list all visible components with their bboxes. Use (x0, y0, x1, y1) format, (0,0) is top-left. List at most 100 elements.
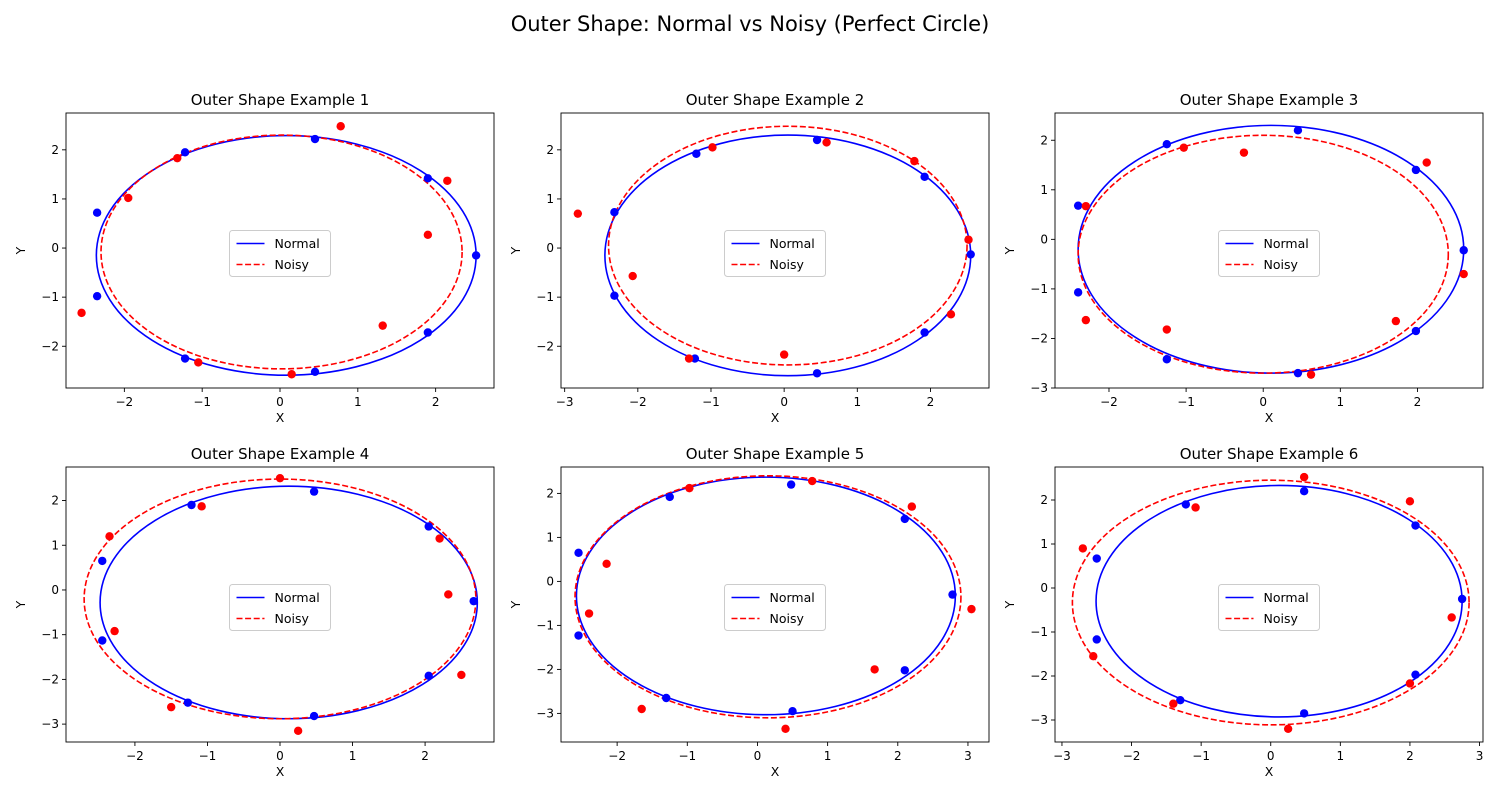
point-noisy (275, 473, 285, 483)
y-tick-label: 2 (546, 143, 554, 157)
legend-label-noisy: Noisy (770, 611, 805, 626)
y-tick-label: −2 (1030, 331, 1048, 345)
point-noisy (105, 532, 114, 541)
point-normal (1073, 288, 1083, 297)
point-normal (310, 134, 320, 144)
x-tick-label: 1 (1337, 395, 1345, 409)
point-noisy (173, 153, 182, 163)
curve-noisy (574, 474, 962, 719)
y-tick-label: 2 (51, 494, 59, 508)
legend: Normal Noisy (229, 584, 331, 631)
point-noisy (807, 476, 817, 486)
point-noisy (1459, 269, 1468, 279)
y-tick-label: −3 (1030, 381, 1048, 395)
point-normal (920, 172, 929, 182)
x-tick-label: 2 (432, 395, 440, 409)
x-tick-label: 0 (276, 749, 284, 763)
x-tick-label: 2 (894, 749, 902, 763)
legend: Normal Noisy (1218, 230, 1320, 277)
x-tick-label: −2 (1123, 749, 1141, 763)
subplot-4: Outer Shape Example 4 −2 −1 0 1 2 −3 −2 −1 0 1 2 X Y N… (13, 445, 495, 779)
y-tick-label: 0 (51, 583, 59, 597)
point-normal (424, 671, 433, 681)
point-noisy (1405, 497, 1415, 506)
point-noisy (1162, 325, 1172, 334)
point-noisy (124, 193, 133, 203)
point-noisy (1089, 652, 1098, 661)
subplot-title: Outer Shape Example 2 (686, 91, 864, 109)
point-noisy (336, 122, 345, 131)
y-tick-label: 2 (51, 143, 59, 157)
point-noisy (910, 156, 919, 166)
point-noisy (1078, 544, 1088, 553)
x-tick-label: 0 (276, 395, 284, 409)
point-normal (1092, 554, 1101, 563)
x-tick-label: 1 (349, 749, 357, 763)
point-noisy (602, 559, 611, 568)
point-noisy (293, 726, 303, 736)
legend-label-normal: Normal (1264, 236, 1309, 251)
y-tick-label: −2 (536, 339, 554, 353)
point-normal (423, 328, 433, 337)
point-noisy (628, 271, 637, 281)
point-normal (1293, 368, 1303, 378)
y-tick-label: 1 (1040, 537, 1048, 551)
point-normal (692, 149, 701, 158)
y-tick-label: 0 (546, 241, 554, 255)
point-noisy (1191, 503, 1200, 512)
legend-label-normal: Normal (275, 590, 320, 605)
x-tick-label: −3 (1053, 749, 1071, 763)
point-normal (1293, 126, 1303, 135)
x-tick-label: 3 (1476, 749, 1484, 763)
point-normal (1411, 326, 1421, 336)
figure-title: Outer Shape: Normal vs Noisy (Perfect Ci… (510, 12, 990, 36)
point-noisy (1169, 699, 1178, 708)
legend: Normal Noisy (229, 230, 331, 277)
x-tick-label: 1 (354, 395, 362, 409)
x-tick-label: 2 (1414, 395, 1422, 409)
point-noisy (637, 704, 646, 714)
x-tick-label: −2 (629, 395, 647, 409)
legend-label-noisy: Noisy (275, 611, 310, 626)
y-tick-label: −3 (536, 706, 554, 720)
x-axis-label: X (1265, 764, 1274, 779)
point-noisy (708, 143, 717, 152)
x-tick-label: 0 (754, 749, 762, 763)
y-tick-label: −3 (41, 717, 59, 731)
point-normal (187, 500, 196, 510)
point-noisy (1081, 315, 1091, 325)
y-tick-label: −2 (41, 672, 59, 686)
plot-area (1073, 124, 1468, 379)
x-tick-label: 0 (1267, 749, 1275, 763)
point-noisy (77, 308, 86, 318)
point-normal (310, 367, 320, 376)
point-noisy (685, 483, 694, 493)
y-tick-label: −2 (1030, 669, 1048, 683)
point-normal (900, 514, 910, 524)
x-tick-label: −1 (1192, 749, 1210, 763)
y-tick-label: 0 (546, 574, 554, 588)
point-noisy (457, 670, 466, 680)
point-normal (966, 250, 975, 259)
x-axis-label: X (276, 764, 285, 779)
plot-area (83, 473, 479, 736)
x-tick-label: 2 (1406, 749, 1414, 763)
legend-label-normal: Normal (770, 236, 815, 251)
legend-label-normal: Normal (1264, 590, 1309, 605)
y-tick-label: −2 (536, 662, 554, 676)
point-normal (92, 208, 102, 217)
axes-frame (1054, 112, 1484, 389)
point-noisy (1306, 370, 1316, 379)
y-tick-label: 1 (546, 192, 554, 206)
point-noisy (1283, 724, 1293, 733)
legend: Normal Noisy (724, 584, 826, 631)
legend-label-normal: Normal (275, 236, 320, 251)
point-noisy (1391, 316, 1401, 326)
point-noisy (194, 358, 203, 367)
legend-label-noisy: Noisy (770, 257, 805, 272)
x-tick-label: −1 (193, 395, 211, 409)
point-normal (469, 596, 478, 606)
axes-frame (1054, 466, 1484, 743)
point-normal (98, 556, 107, 566)
